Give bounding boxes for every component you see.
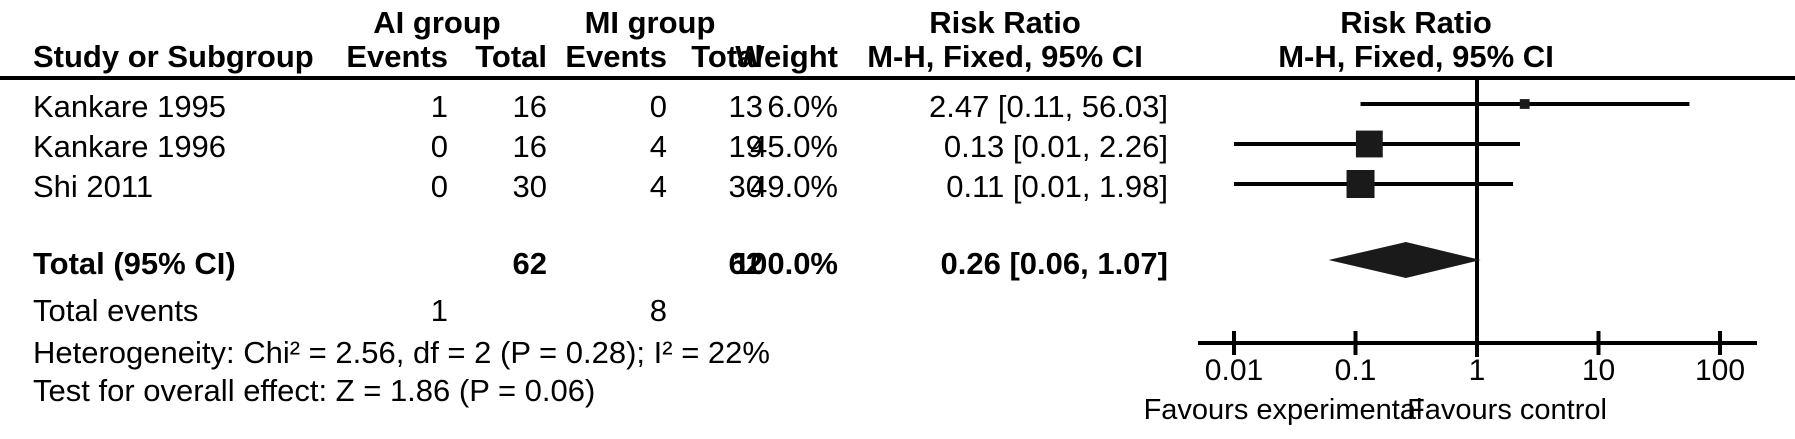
group2-total-header: Total (691, 39, 763, 74)
favours-right-label: Favours control (1407, 394, 1607, 426)
heterogeneity-note: Heterogeneity: Chi² = 2.56, df = 2 (P = … (33, 335, 770, 370)
effect-marker (1519, 99, 1530, 109)
method-stat-header: M-H, Fixed, 95% CI (867, 39, 1143, 74)
risk-ratio-plot-header: Risk Ratio (1340, 5, 1492, 40)
study-total2: 30 (728, 169, 763, 204)
study-weight: 45.0% (750, 129, 838, 164)
study-weight: 49.0% (750, 169, 838, 204)
group1-total-header: Total (475, 39, 547, 74)
total-events-label: Total events (33, 293, 199, 328)
group1-events-header: Events (346, 39, 448, 74)
axis-tick-label: 1 (1468, 354, 1486, 387)
total-label: Total (95% CI) (33, 246, 236, 281)
favours-left-label: Favours experimental (1143, 394, 1423, 426)
pooled-diamond (1328, 242, 1481, 278)
method-plot-header: M-H, Fixed, 95% CI (1278, 39, 1554, 74)
study-events1: 0 (430, 169, 448, 204)
study-name: Shi 2011 (33, 169, 154, 204)
study-total1: 30 (512, 169, 547, 204)
study-column-header: Study or Subgroup (33, 39, 314, 74)
group2-events-header: Events (565, 39, 667, 74)
study-events2: 4 (649, 169, 667, 204)
total-events1: 1 (430, 293, 448, 328)
study-estimate: 2.47 [0.11, 56.03] (928, 89, 1168, 124)
axis-tick-label: 0.01 (1204, 354, 1264, 387)
study-estimate: 0.13 [0.01, 2.26] (943, 129, 1168, 164)
overall-effect-note: Test for overall effect: Z = 1.86 (P = 0… (33, 373, 596, 408)
axis-tick-label: 100 (1694, 354, 1746, 387)
study-total1: 16 (512, 89, 547, 124)
total-events2: 8 (649, 293, 667, 328)
study-weight: 6.0% (767, 89, 838, 124)
effect-marker (1346, 170, 1375, 198)
study-estimate: 0.11 [0.01, 1.98] (946, 169, 1168, 204)
study-name: Kankare 1996 (33, 129, 227, 164)
study-events2: 4 (649, 129, 667, 164)
study-name: Kankare 1995 (33, 89, 227, 124)
header-rule (0, 76, 1795, 80)
weight-column-header: Weight (735, 39, 838, 74)
axis-tick-label: 0.1 (1334, 354, 1377, 387)
study-total2: 13 (728, 89, 763, 124)
group1-header: AI group (373, 5, 501, 40)
total-total1: 62 (512, 246, 547, 281)
risk-ratio-stat-header: Risk Ratio (929, 5, 1081, 40)
study-events2: 0 (649, 89, 667, 124)
axis-tick-label: 10 (1581, 354, 1616, 387)
study-total1: 16 (512, 129, 547, 164)
total-estimate: 0.26 [0.06, 1.07] (940, 246, 1169, 281)
study-events1: 0 (430, 129, 448, 164)
study-events1: 1 (430, 89, 448, 124)
effect-marker (1355, 130, 1383, 158)
group2-header: MI group (584, 5, 716, 40)
total-total2: 62 (728, 246, 763, 281)
total-weight: 100.0% (732, 246, 838, 281)
study-total2: 19 (728, 129, 763, 164)
